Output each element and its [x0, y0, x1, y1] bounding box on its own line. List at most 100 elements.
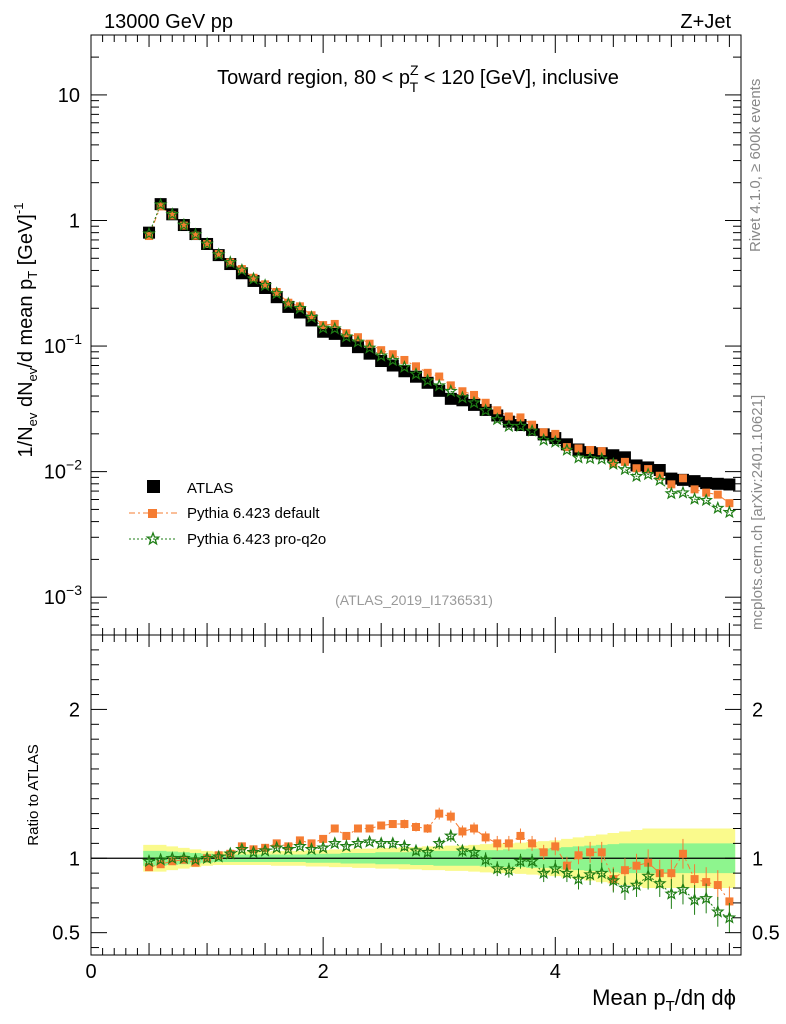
proq2o-point [397, 359, 412, 373]
default-ratio-point [156, 860, 165, 869]
default-ratio-point [423, 824, 432, 833]
default-point [237, 265, 246, 274]
proq2o-point [374, 348, 389, 362]
proq2o-ratio-point [467, 845, 481, 859]
header-process: Z+Jet [680, 11, 731, 33]
default-ratio-point [342, 831, 351, 840]
proq2o-point [293, 301, 307, 315]
proq2o-point [455, 390, 470, 404]
atlas-point [700, 477, 713, 490]
proq2o-ratio-point [362, 834, 377, 848]
default-point [609, 459, 618, 468]
proq2o-ratio-point [316, 840, 331, 854]
proq2o-ratio-point [641, 868, 656, 883]
proq2o-ratio-point [455, 843, 470, 857]
default-point [191, 231, 200, 240]
default-point [586, 445, 595, 454]
proq2o-point [420, 373, 435, 387]
default-ratio-point [330, 824, 339, 833]
atlas-point [723, 478, 736, 491]
analysis-id: (ATLAS_2019_I1736531) [335, 592, 493, 608]
legend-label-atlas: ATLAS [187, 480, 233, 497]
proq2o-point [583, 451, 597, 465]
default-ratio-point [725, 897, 734, 906]
default-point [226, 258, 235, 267]
default-point [249, 273, 258, 282]
default-point [470, 390, 479, 399]
default-ratio-point [702, 878, 711, 887]
default-ratio-point [446, 812, 455, 821]
proq2o-ratio-point [501, 862, 516, 876]
ratio-tick-label: 1 [69, 848, 80, 870]
default-ratio-point [632, 861, 641, 870]
default-point [319, 321, 328, 330]
default-ratio-point [713, 881, 722, 890]
proq2o-point [443, 383, 458, 398]
proq2o-ratio-point [618, 880, 632, 894]
proq2o-point [571, 450, 586, 464]
default-ratio-point [481, 833, 490, 842]
proq2o-point [722, 505, 737, 519]
proq2o-point [351, 334, 365, 348]
legend-label-default: Pythia 6.423 default [187, 505, 320, 522]
default-point [435, 372, 444, 381]
proq2o-ratio-point [548, 861, 563, 875]
proq2o-ratio-point [235, 842, 249, 856]
legend-marker-atlas [147, 480, 160, 493]
proq2o-point [710, 500, 725, 515]
proq2o-ratio-point [351, 836, 365, 850]
default-point [342, 329, 351, 338]
ratio-frame [90, 634, 742, 956]
default-ratio-point [597, 848, 606, 857]
proq2o-ratio-point [560, 865, 574, 880]
default-point [412, 362, 420, 371]
proq2o-point [246, 271, 261, 285]
proq2o-ratio-point [432, 836, 447, 850]
main-data-layer [142, 197, 737, 519]
ratio-tick-label-right: 2 [752, 699, 763, 721]
default-ratio-point [528, 839, 537, 848]
default-point [179, 221, 188, 230]
proq2o-ratio-point [385, 836, 400, 850]
proq2o-point [467, 395, 481, 409]
ratio-tick-label-right: 0.5 [752, 923, 780, 945]
proq2o-point [235, 262, 249, 276]
proq2o-point [664, 486, 679, 500]
proq2o-ratio-point [200, 851, 214, 865]
proq2o-ratio-point [269, 840, 284, 854]
default-point [597, 447, 606, 456]
default-ratio-point [319, 834, 328, 843]
proq2o-ratio-point [687, 892, 702, 906]
x-tick-label: 4 [550, 961, 561, 983]
atlas-point [688, 475, 701, 488]
legend-label-proq2o: Pythia 6.423 pro-q2o [187, 531, 326, 548]
default-point [493, 406, 502, 415]
proq2o-ratio-point [652, 876, 667, 890]
default-ratio-point [620, 866, 629, 875]
proq2o-point [188, 227, 203, 241]
default-ratio-point [667, 869, 676, 878]
ratio-tick-label-right: 1 [752, 848, 763, 870]
proq2o-point [304, 309, 319, 324]
proq2o-ratio-point [176, 851, 191, 865]
proq2o-point [281, 296, 296, 310]
proq2o-point [269, 286, 284, 300]
default-point [272, 287, 281, 296]
proq2o-ratio-point [293, 839, 307, 853]
proq2o-point [641, 467, 656, 481]
proq2o-ratio-point [676, 882, 690, 896]
default-ratio-point [400, 820, 409, 829]
ratio-axis-ticks: 0 2 4 0.5 0.5 1 1 2 2 [52, 635, 780, 983]
default-point [632, 464, 641, 473]
proq2o-point [606, 456, 621, 471]
proq2o-point [652, 472, 667, 487]
ratio-tick-label: 0.5 [52, 923, 80, 945]
default-point [574, 444, 583, 453]
proq2o-point [223, 255, 238, 269]
default-point [423, 368, 432, 377]
default-point [295, 302, 304, 311]
atlas-point [328, 327, 341, 340]
default-line [148, 205, 730, 504]
main-axis-ticks: 10−3 10−2 10−1 1 10 [44, 34, 741, 636]
proq2o-ratio-point [409, 843, 423, 857]
